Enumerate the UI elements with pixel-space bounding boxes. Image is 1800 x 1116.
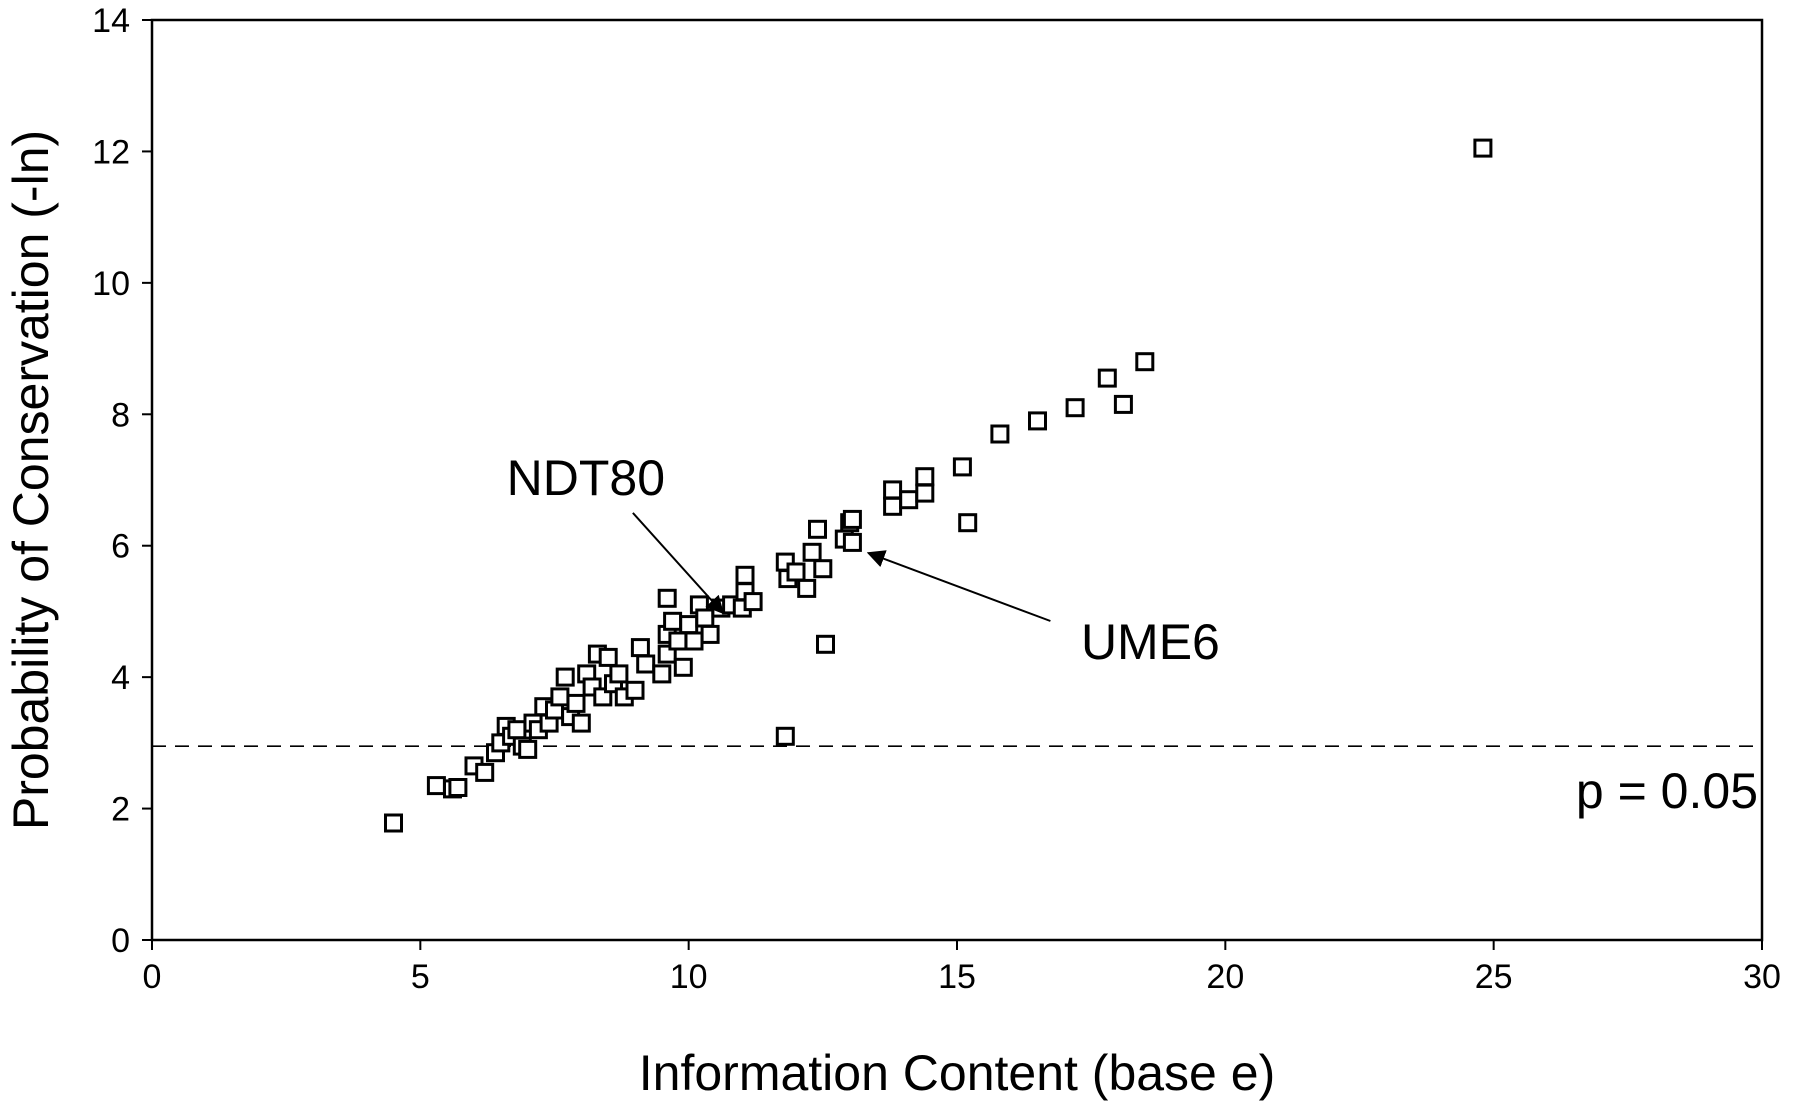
data-point	[735, 565, 755, 585]
data-point	[679, 615, 699, 635]
y-axis-ticks: 0 2 4 6 8 10 12 14	[92, 2, 152, 960]
y-tick-label: 4	[111, 659, 130, 697]
data-point	[507, 720, 527, 740]
data-point	[518, 739, 538, 759]
data-point	[797, 578, 817, 598]
threshold-label: p = 0.05	[1576, 763, 1758, 819]
data-point	[808, 519, 827, 539]
data-point	[652, 664, 672, 684]
data-point	[630, 638, 650, 658]
y-axis-title: Probability of Conservation (-ln)	[3, 130, 59, 830]
data-point	[952, 457, 972, 477]
x-tick-label: 10	[670, 958, 708, 996]
x-tick-label: 15	[938, 958, 976, 996]
data-point	[668, 631, 688, 651]
annotation-arrow	[632, 512, 725, 615]
x-tick-label: 20	[1206, 958, 1244, 996]
data-point	[786, 562, 806, 582]
data-point	[883, 480, 903, 500]
x-tick-label: 25	[1475, 958, 1513, 996]
data-point	[813, 559, 833, 579]
data-point	[609, 664, 629, 684]
plot-area	[150, 18, 1764, 942]
data-point	[1028, 411, 1047, 431]
data-point	[883, 496, 903, 516]
data-point	[1113, 394, 1133, 414]
data-point	[1065, 398, 1085, 418]
data-point	[802, 542, 822, 562]
annotation-arrow	[866, 550, 1051, 622]
plot-frame	[150, 18, 1764, 942]
data-point	[663, 611, 683, 631]
data-point	[899, 490, 919, 510]
data-point	[915, 483, 935, 503]
annotations: NDT80 UME6	[507, 450, 1220, 670]
data-point	[915, 467, 935, 487]
x-tick-label: 30	[1743, 958, 1781, 996]
data-point	[775, 726, 795, 746]
y-tick-label: 14	[92, 2, 130, 40]
data-point	[475, 762, 495, 782]
data-point	[842, 509, 862, 529]
data-point	[673, 657, 693, 677]
annotation-label: UME6	[1081, 614, 1220, 670]
data-points	[384, 138, 1493, 833]
data-point	[684, 631, 704, 651]
y-tick-label: 10	[92, 265, 130, 303]
data-point	[625, 680, 645, 700]
data-point	[598, 647, 618, 667]
annotation-label: NDT80	[507, 450, 665, 506]
data-point	[842, 532, 862, 552]
x-axis-title: Information Content (base e)	[639, 1045, 1275, 1101]
data-point	[816, 634, 835, 654]
x-axis-ticks: 0 5 10 15 20 25 30	[143, 940, 1781, 996]
data-point	[958, 513, 978, 533]
data-point	[571, 713, 591, 733]
data-point	[1473, 138, 1493, 158]
y-tick-label: 12	[92, 133, 130, 171]
y-tick-label: 6	[111, 528, 130, 566]
y-tick-label: 2	[111, 791, 130, 829]
data-point	[743, 592, 763, 612]
y-tick-label: 0	[111, 922, 130, 960]
data-point	[636, 654, 656, 674]
data-point	[448, 778, 468, 797]
data-point	[384, 813, 403, 833]
data-point	[555, 667, 575, 687]
data-point	[1097, 368, 1117, 388]
data-point	[990, 424, 1010, 444]
data-point	[426, 776, 446, 796]
data-point	[695, 608, 715, 628]
x-tick-label: 5	[411, 958, 430, 996]
data-point	[657, 588, 677, 608]
data-point	[566, 693, 586, 713]
data-point	[550, 687, 570, 707]
data-point	[1135, 352, 1155, 372]
data-point	[700, 624, 720, 644]
x-tick-label: 0	[143, 958, 162, 996]
y-tick-label: 8	[111, 396, 130, 434]
